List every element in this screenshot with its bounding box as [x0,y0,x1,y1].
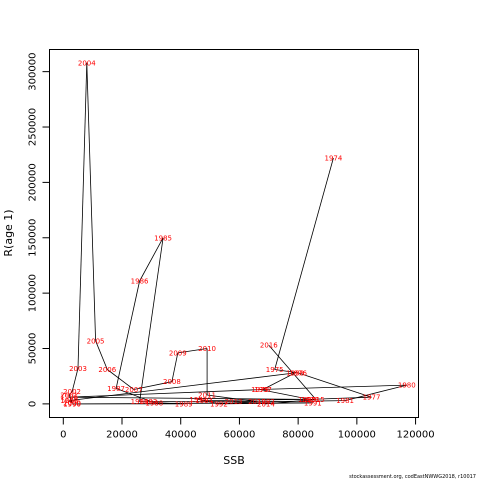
point-label-1990: 1990 [63,400,81,408]
trajectory-segment [77,62,88,369]
point-label-2006: 2006 [98,366,116,374]
point-label-1994: 1994 [195,397,213,405]
trajectory-segment [198,399,205,401]
point-labels: 1974 1975 1976 1977 1978 1979 1980 1981 1982 1983… [60,59,415,408]
point-label-1998: 1998 [286,369,304,377]
point-label-2002: 2002 [63,388,81,396]
point-label-1987: 1987 [107,385,125,393]
trajectory-segment [233,401,266,405]
point-label-1984: 1984 [131,398,149,406]
point-label-2013: 2013 [225,398,243,406]
trajectory-segment [69,372,296,401]
trajectory-segment [177,348,208,354]
trajectory-segment [274,369,299,374]
footer-credit: stockassessment.org, codEastNWWG2018, r1… [349,474,476,480]
trajectory-segment [274,157,334,370]
point-label-1979: 1979 [251,386,269,394]
point-label-2010: 2010 [198,345,216,353]
point-label-2001: 2001 [60,392,78,400]
y-tick-label: 150000 [28,219,39,257]
x-tick-label: 0 [60,430,66,441]
point-label-2008: 2008 [163,378,181,386]
y-axis: 0 50000 100000 150000 200000 250000 300000 [28,53,50,407]
x-tick-label: 40000 [165,430,197,441]
x-tick-label: 20000 [106,430,138,441]
y-tick-label: 0 [28,401,39,407]
y-tick-label: 300000 [28,53,39,91]
point-label-2012: 2012 [248,398,266,406]
point-label-1997: 1997 [254,386,272,394]
trajectory-segment [218,402,313,405]
point-label-1999: 1999 [60,397,78,405]
trajectory-segment [68,394,73,403]
point-label-2014: 2014 [257,400,275,408]
point-label-1978: 1978 [301,396,319,404]
point-label-1995: 1995 [298,396,316,404]
y-tick-label: 100000 [28,274,39,312]
trajectory-segment [139,237,164,402]
trajectory-segment [133,381,172,390]
y-tick-label: 50000 [28,333,39,365]
x-tick-label: 120000 [396,430,434,441]
trajectory-segment [262,372,296,390]
y-tick-label: 250000 [28,108,39,146]
point-label-1980: 1980 [398,382,416,390]
point-label-2000: 2000 [63,399,81,407]
point-label-2003: 2003 [69,365,87,373]
trajectory-segment [95,340,108,370]
point-label-2007: 2007 [125,386,143,394]
trajectory-segment [139,237,164,282]
trajectory-segment [115,388,155,404]
point-label-2005: 2005 [87,337,105,345]
trajectory-segment [207,394,258,403]
plot-frame [49,49,419,418]
point-label-1981: 1981 [336,397,354,405]
trajectory-segment [171,352,179,382]
trajectory-segment [259,389,310,400]
x-axis: 0 20000 40000 60000 80000 100000 120000 [60,417,435,441]
y-axis-title: R(age 1) [2,209,15,256]
trajectory-segment [71,368,79,392]
trajectory-segment [268,344,317,400]
x-tick-label: 60000 [224,430,256,441]
point-label-2009: 2009 [169,349,187,357]
point-label-1983: 1983 [139,398,157,406]
point-label-2015: 2015 [307,396,325,404]
trajectory-segment [297,372,372,398]
trajectory-segment [68,391,73,396]
point-label-1991: 1991 [304,399,322,407]
trajectory-segment [259,384,407,390]
point-label-1996: 1996 [60,394,78,402]
point-label-1974: 1974 [324,155,342,163]
trajectory-segment [69,389,263,398]
point-label-1992: 1992 [210,400,228,408]
trajectory-segment [309,396,372,400]
point-label-2016: 2016 [260,342,278,350]
point-label-1977: 1977 [363,394,381,402]
point-label-1986: 1986 [131,278,149,286]
y-tick-label: 200000 [28,163,39,201]
point-label-1976: 1976 [289,369,307,377]
x-tick-label: 100000 [338,430,376,441]
point-label-2004: 2004 [78,59,96,67]
point-label-1989: 1989 [175,400,193,408]
x-axis-title: SSB [223,454,245,467]
point-label-1982: 1982 [257,398,275,406]
trajectory-segment [265,400,346,403]
point-label-1975: 1975 [266,366,284,374]
point-label-1988: 1988 [145,399,163,407]
point-label-1993: 1993 [189,396,207,404]
trajectory-segment [69,396,307,400]
trajectory [68,62,407,405]
trajectory-segment [107,369,135,390]
trajectory-segment [115,280,140,389]
point-label-2011: 2011 [198,392,216,400]
point-label-1985: 1985 [154,234,172,242]
trajectory-segment [265,399,316,405]
trajectory-segment [86,62,96,341]
trajectory-segment [345,384,407,401]
x-tick-label: 80000 [282,430,314,441]
